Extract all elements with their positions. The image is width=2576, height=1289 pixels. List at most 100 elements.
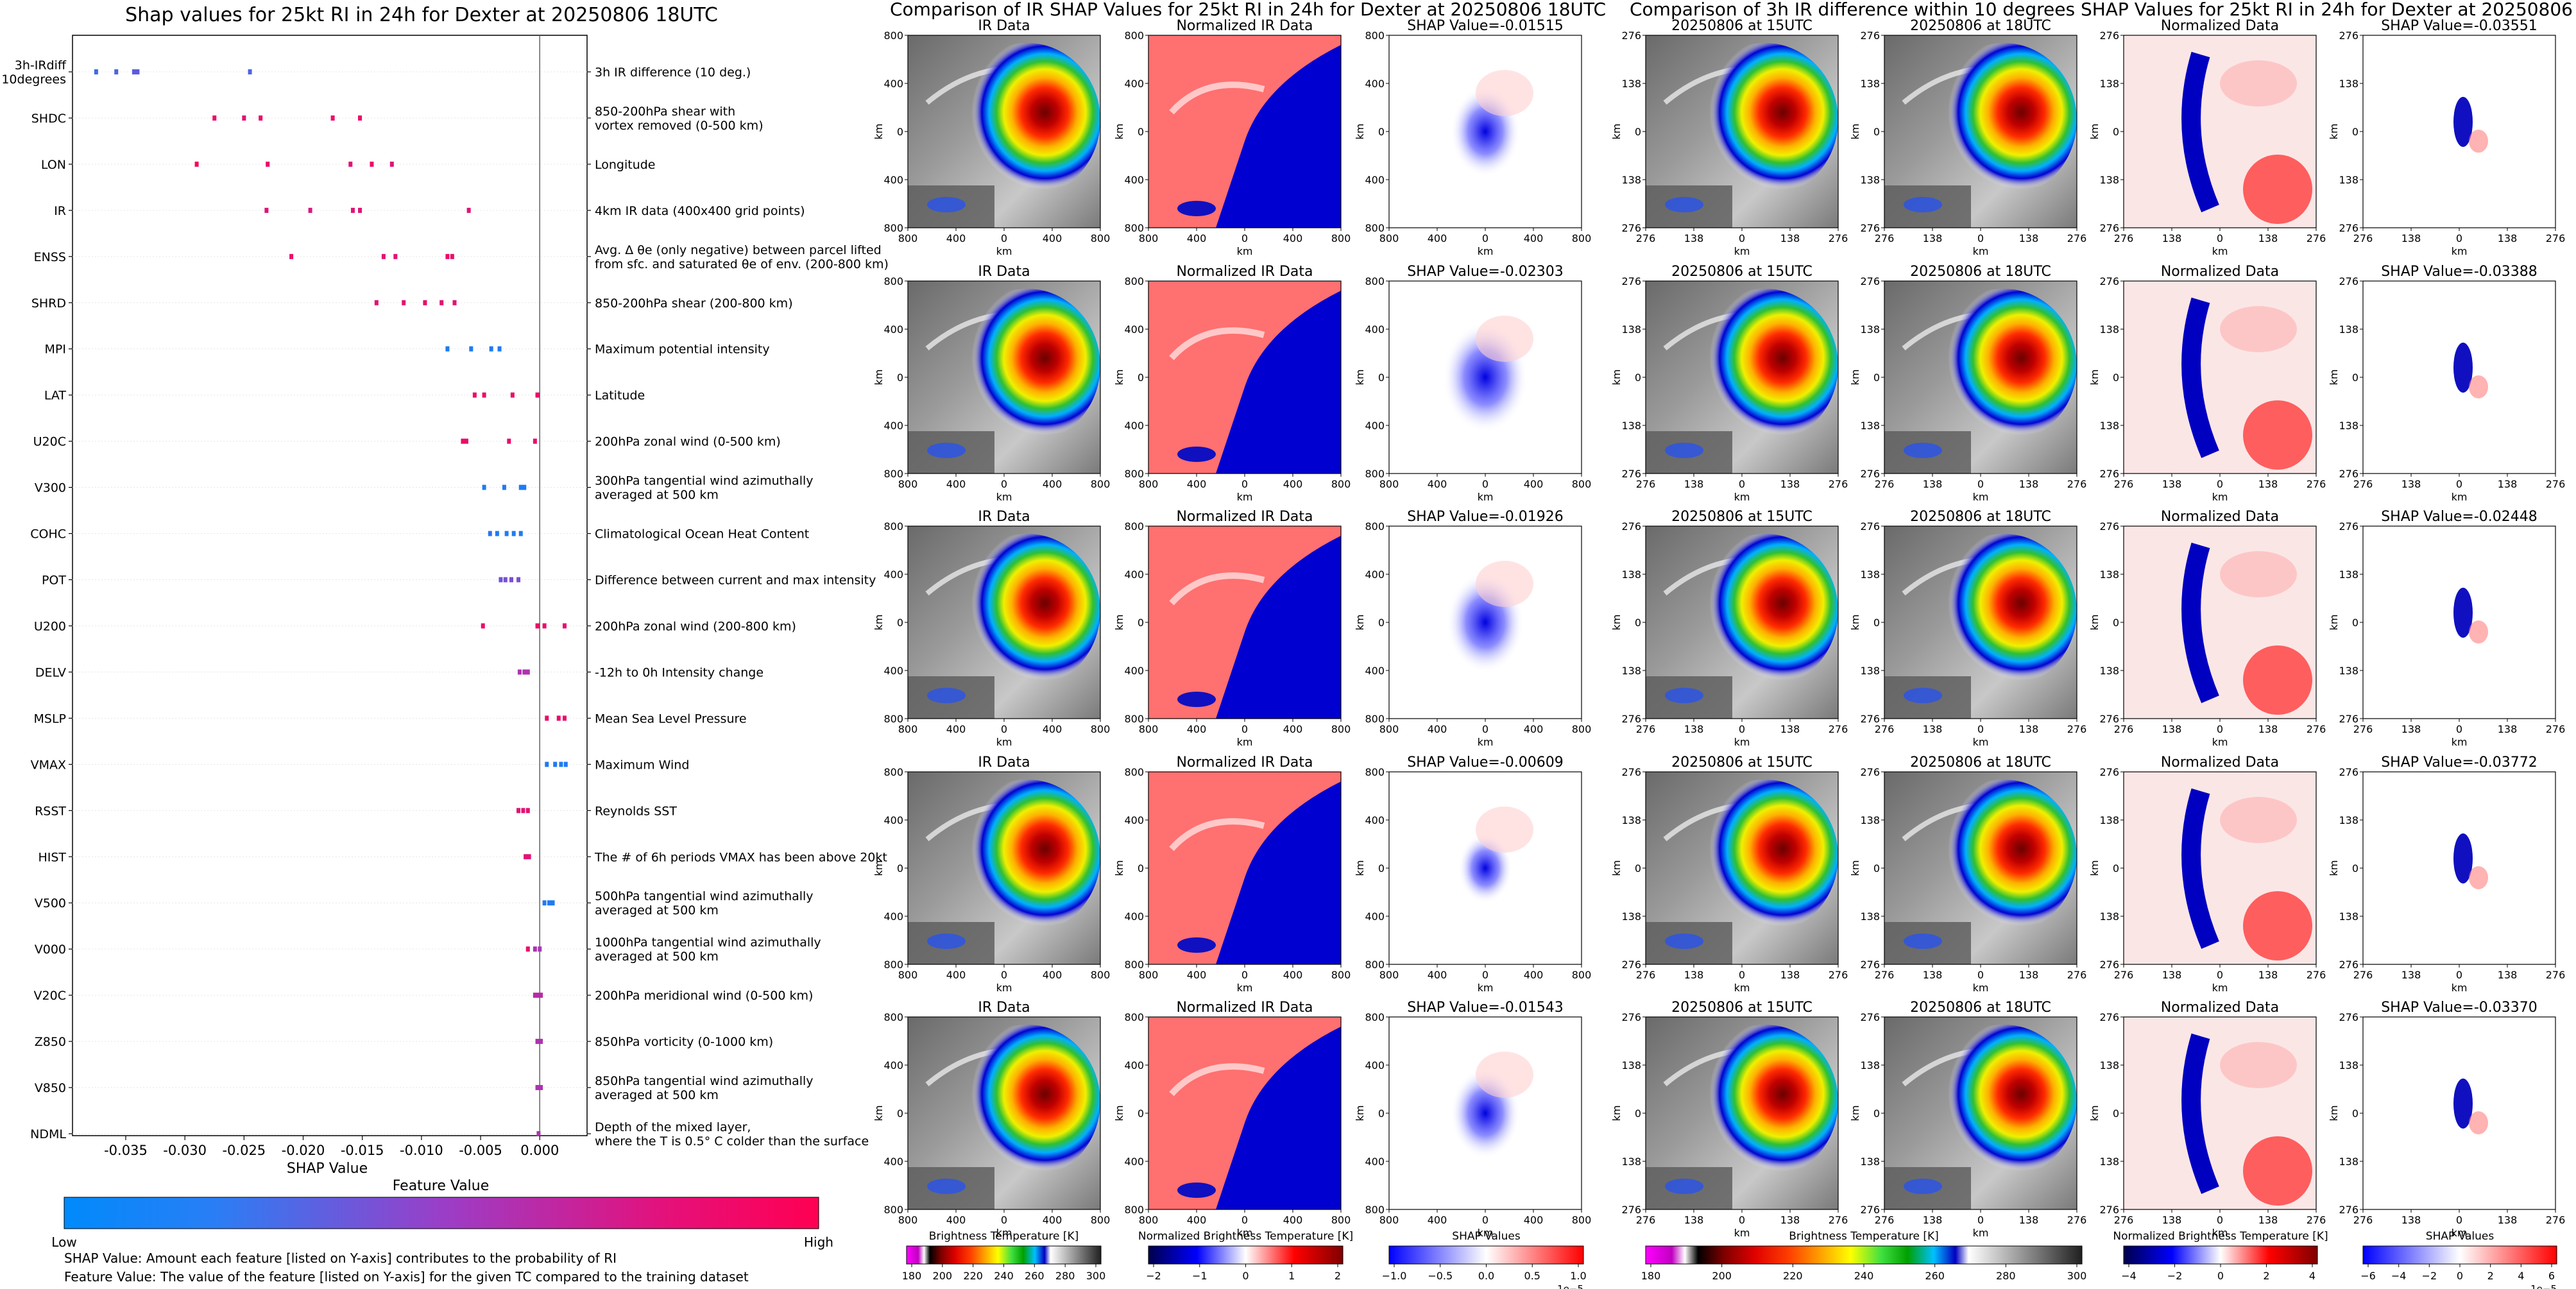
colorbar-tick-label: 2 — [1335, 1270, 1341, 1282]
ytick-label: 0 — [897, 862, 903, 875]
ytick-label: 276 — [2099, 275, 2119, 287]
shap-point — [517, 669, 522, 675]
shap-point — [389, 161, 394, 167]
xtick-label: 400 — [1524, 232, 1544, 244]
shap-point — [348, 161, 353, 167]
xtick-label: 400 — [1187, 723, 1207, 735]
xtick-label: 400 — [1428, 969, 1447, 981]
xtick-label: 0 — [1001, 969, 1007, 981]
xtick-label: 800 — [898, 969, 918, 981]
xtick-label: 138 — [2258, 1214, 2278, 1226]
shap-point — [450, 253, 454, 259]
feature-name: VMAX — [31, 758, 66, 772]
positive-diff-region — [2220, 797, 2297, 843]
panel-title: Normalized Data — [2161, 509, 2279, 525]
xlabel: km — [1734, 1227, 1750, 1239]
diff-ir-colorbar-label: Brightness Temperature [K] — [1789, 1230, 1938, 1243]
shap-point — [423, 300, 427, 305]
xtick-label: 0 — [1001, 723, 1007, 735]
shap-point — [482, 392, 486, 398]
xtick-label: 400 — [1043, 478, 1062, 490]
shap-positive-area — [2469, 130, 2488, 153]
colorbar-tick-label: −1 — [1192, 1270, 1207, 1282]
ytick-label: 0 — [1378, 617, 1385, 629]
colorbar-tick-label: −6 — [2360, 1270, 2376, 1282]
xtick-label: 138 — [1684, 969, 1704, 981]
xtick-label: 400 — [1043, 723, 1062, 735]
shap-blob — [2453, 343, 2473, 393]
colorbar-tick-label: 4 — [2309, 1270, 2316, 1282]
ytick-label: 276 — [1860, 520, 1880, 533]
shap-point — [539, 1039, 543, 1045]
ytick-label: 138 — [1860, 814, 1880, 826]
feature-description: 3h IR difference (10 deg.) — [595, 65, 751, 80]
positive-diff-region — [2243, 1136, 2312, 1206]
ytick-label: 800 — [1365, 468, 1385, 480]
feature-description: Longitude — [595, 158, 656, 172]
ytick-label: 400 — [883, 1156, 903, 1168]
shap-point — [466, 207, 471, 213]
shap-axes-frame — [72, 35, 588, 1136]
ylabel: km — [2328, 370, 2340, 386]
feature-name: 3h-IRdiff — [15, 58, 67, 73]
cloud-cluster — [927, 688, 966, 703]
ytick-label: 276 — [2099, 30, 2119, 42]
cloud-cluster — [927, 443, 966, 458]
xtick-label: 276 — [2353, 723, 2373, 735]
cloud-cluster — [927, 1179, 966, 1194]
feature-description: 4km IR data (400x400 grid points) — [595, 204, 805, 218]
xtick-label: 276 — [1636, 1214, 1656, 1226]
xtick-label: -0.005 — [459, 1143, 502, 1158]
shap-value-title: SHAP Value=-0.03370 — [2381, 1000, 2538, 1016]
xtick-label: 276 — [2114, 969, 2134, 981]
cloud-cluster — [1177, 447, 1216, 462]
feature-name: V500 — [35, 896, 66, 910]
ytick-label: 138 — [2339, 323, 2358, 336]
ytick-label: 276 — [1860, 1204, 1880, 1216]
colorbar-tick-label: −0.5 — [1428, 1270, 1453, 1282]
ytick-label: 138 — [2099, 78, 2119, 90]
xtick-label: 276 — [1636, 232, 1656, 244]
xtick-label: 138 — [2401, 969, 2421, 981]
xtick-label: 138 — [1684, 723, 1704, 735]
ytick-label: 276 — [1860, 959, 1880, 971]
feature-description: 850-200hPa shear (200-800 km) — [595, 296, 793, 311]
xtick-label: 138 — [1684, 1214, 1704, 1226]
panel-title: Normalized IR Data — [1176, 1000, 1313, 1016]
colorbar-tick-label: −4 — [2121, 1270, 2137, 1282]
feature-description: averaged at 500 km — [595, 1088, 719, 1102]
ytick-label: 276 — [1860, 1011, 1880, 1023]
shap-value-title: SHAP Value=-0.01926 — [1407, 509, 1564, 525]
xtick-label: 138 — [1780, 723, 1800, 735]
xtick-label: 276 — [2546, 232, 2566, 244]
ylabel: km — [1113, 124, 1125, 140]
feature-name: POT — [42, 574, 66, 588]
shap-point — [545, 715, 549, 721]
ytick-label: 138 — [2339, 78, 2358, 90]
ytick-label: 138 — [2339, 420, 2358, 432]
ylabel: km — [1610, 124, 1623, 140]
ytick-label: 400 — [1365, 910, 1385, 923]
ylabel: km — [1113, 1105, 1125, 1122]
xtick-label: 800 — [1139, 478, 1159, 490]
xtick-label: 138 — [2162, 1214, 2182, 1226]
ytick-label: 276 — [2339, 959, 2358, 971]
ytick-label: 276 — [2339, 275, 2358, 287]
ylabel: km — [2328, 1105, 2340, 1122]
panel-title: 20250806 at 18UTC — [1910, 509, 2051, 525]
feature-colorbar — [64, 1197, 819, 1229]
colorbar-high-label: High — [804, 1234, 833, 1250]
feature-description: Maximum potential intensity — [595, 343, 770, 357]
xtick-label: 0 — [1977, 969, 1984, 981]
xlabel: km — [2452, 736, 2468, 748]
ytick-label: 800 — [1365, 30, 1385, 42]
cloud-cluster — [1904, 934, 1942, 949]
ylabel: km — [1610, 1105, 1623, 1122]
storm-cloud — [1931, 43, 2077, 197]
xtick-label: 400 — [1283, 723, 1303, 735]
storm-cloud — [1692, 534, 1838, 688]
ylabel: km — [873, 1105, 885, 1122]
colorbar-tick-label: −2 — [2167, 1270, 2183, 1282]
shap-positive-area — [1476, 1052, 1533, 1098]
xtick-label: 138 — [2019, 478, 2039, 490]
